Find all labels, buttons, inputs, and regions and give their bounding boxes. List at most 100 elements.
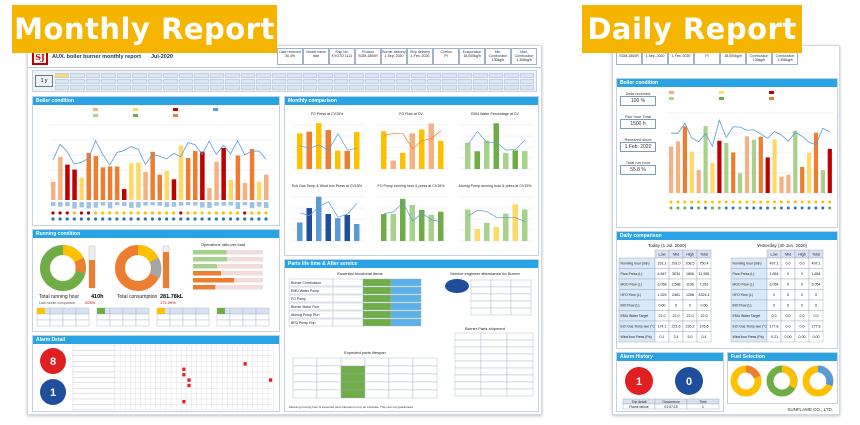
day-cell[interactable] [240, 78, 256, 84]
day-cell[interactable] [116, 84, 132, 90]
day-cell[interactable] [442, 78, 457, 84]
day-cell[interactable] [240, 84, 256, 90]
day-cell[interactable] [225, 84, 240, 90]
day-cell[interactable] [70, 78, 85, 84]
day-cell[interactable] [473, 72, 488, 78]
day-cell[interactable] [132, 78, 147, 84]
day-cell[interactable] [271, 78, 287, 84]
day-cell[interactable] [85, 84, 101, 90]
day-cell[interactable] [488, 78, 504, 84]
day-cell[interactable] [163, 72, 178, 78]
day-cell[interactable] [147, 78, 163, 84]
day-cell[interactable] [55, 84, 70, 90]
day-cell[interactable] [147, 72, 163, 78]
day-cell[interactable] [504, 78, 519, 84]
day-cell[interactable] [70, 84, 85, 90]
day-cell[interactable] [426, 78, 442, 84]
day-cell[interactable] [504, 84, 519, 90]
day-cell[interactable] [85, 78, 101, 84]
day-cell[interactable] [380, 72, 395, 78]
value: 22.0 [701, 314, 708, 318]
day-cell[interactable] [194, 78, 209, 84]
monthly-comparison-charts: FO Press at CV15% FO Flow at CV EMU Water … [292, 112, 533, 242]
comparison-bar [316, 123, 322, 169]
day-cell[interactable] [411, 84, 426, 90]
day-cell[interactable] [271, 84, 287, 90]
day-cell[interactable] [333, 78, 349, 84]
alarm-cell [196, 355, 202, 362]
day-cell[interactable] [287, 78, 302, 84]
day-cell[interactable] [85, 72, 101, 78]
day-cell[interactable] [132, 84, 147, 90]
day-cell[interactable] [116, 78, 132, 84]
day-cell[interactable] [178, 84, 194, 90]
day-cell[interactable] [318, 72, 333, 78]
day-cell[interactable] [302, 72, 318, 78]
day-cell[interactable] [457, 78, 473, 84]
day-cell[interactable] [457, 84, 473, 90]
day-cell[interactable] [380, 78, 395, 84]
day-cell[interactable] [488, 84, 504, 90]
day-cell[interactable] [395, 78, 411, 84]
day-cell[interactable] [101, 72, 116, 78]
day-cell[interactable] [194, 72, 209, 78]
day-cell[interactable] [364, 78, 380, 84]
day-cell[interactable] [287, 84, 302, 90]
day-cell[interactable] [426, 84, 442, 90]
day-cell[interactable] [132, 72, 147, 78]
day-cell[interactable] [411, 78, 426, 84]
day-cell[interactable] [411, 72, 426, 78]
period-select[interactable]: 1 y [35, 75, 53, 87]
day-cell[interactable] [333, 84, 349, 90]
day-cell[interactable] [302, 78, 318, 84]
day-cell[interactable] [333, 72, 349, 78]
day-cell[interactable] [364, 72, 380, 78]
day-cell[interactable] [380, 84, 395, 90]
day-cell[interactable] [442, 84, 457, 90]
day-cell[interactable] [209, 72, 225, 78]
day-cell[interactable] [163, 84, 178, 90]
alarm-cell [191, 398, 197, 405]
day-cell[interactable] [457, 72, 473, 78]
day-cell[interactable] [287, 72, 302, 78]
day-cell[interactable] [225, 78, 240, 84]
day-cell[interactable] [209, 78, 225, 84]
day-cell[interactable] [426, 72, 442, 78]
day-cell[interactable] [70, 72, 85, 78]
day-cell[interactable] [271, 72, 287, 78]
day-cell[interactable] [473, 78, 488, 84]
day-cell[interactable] [209, 84, 225, 90]
alarm-cell [165, 366, 172, 373]
day-cell[interactable] [473, 84, 488, 90]
day-cell[interactable] [256, 78, 271, 84]
day-cell[interactable] [194, 84, 209, 90]
day-cell[interactable] [519, 78, 535, 84]
day-cell[interactable] [349, 78, 364, 84]
day-cell[interactable] [55, 72, 70, 78]
day-cell[interactable] [147, 84, 163, 90]
day-cell[interactable] [395, 72, 411, 78]
day-cell[interactable] [504, 72, 519, 78]
day-cell[interactable] [519, 84, 535, 90]
day-cell[interactable] [318, 78, 333, 84]
day-cell[interactable] [318, 84, 333, 90]
day-cell[interactable] [178, 72, 194, 78]
day-cell[interactable] [256, 84, 271, 90]
day-cell[interactable] [349, 72, 364, 78]
day-cell[interactable] [101, 84, 116, 90]
day-cell[interactable] [364, 84, 380, 90]
day-cell[interactable] [55, 78, 70, 84]
day-cell[interactable] [519, 72, 535, 78]
day-cell[interactable] [395, 84, 411, 90]
day-cell[interactable] [101, 78, 116, 84]
day-cell[interactable] [225, 72, 240, 78]
day-cell[interactable] [116, 72, 132, 78]
day-cell[interactable] [488, 72, 504, 78]
day-cell[interactable] [178, 78, 194, 84]
day-cell[interactable] [349, 84, 364, 90]
day-cell[interactable] [163, 78, 178, 84]
day-cell[interactable] [240, 72, 256, 78]
day-cell[interactable] [256, 72, 271, 78]
day-cell[interactable] [442, 72, 457, 78]
day-cell[interactable] [302, 84, 318, 90]
